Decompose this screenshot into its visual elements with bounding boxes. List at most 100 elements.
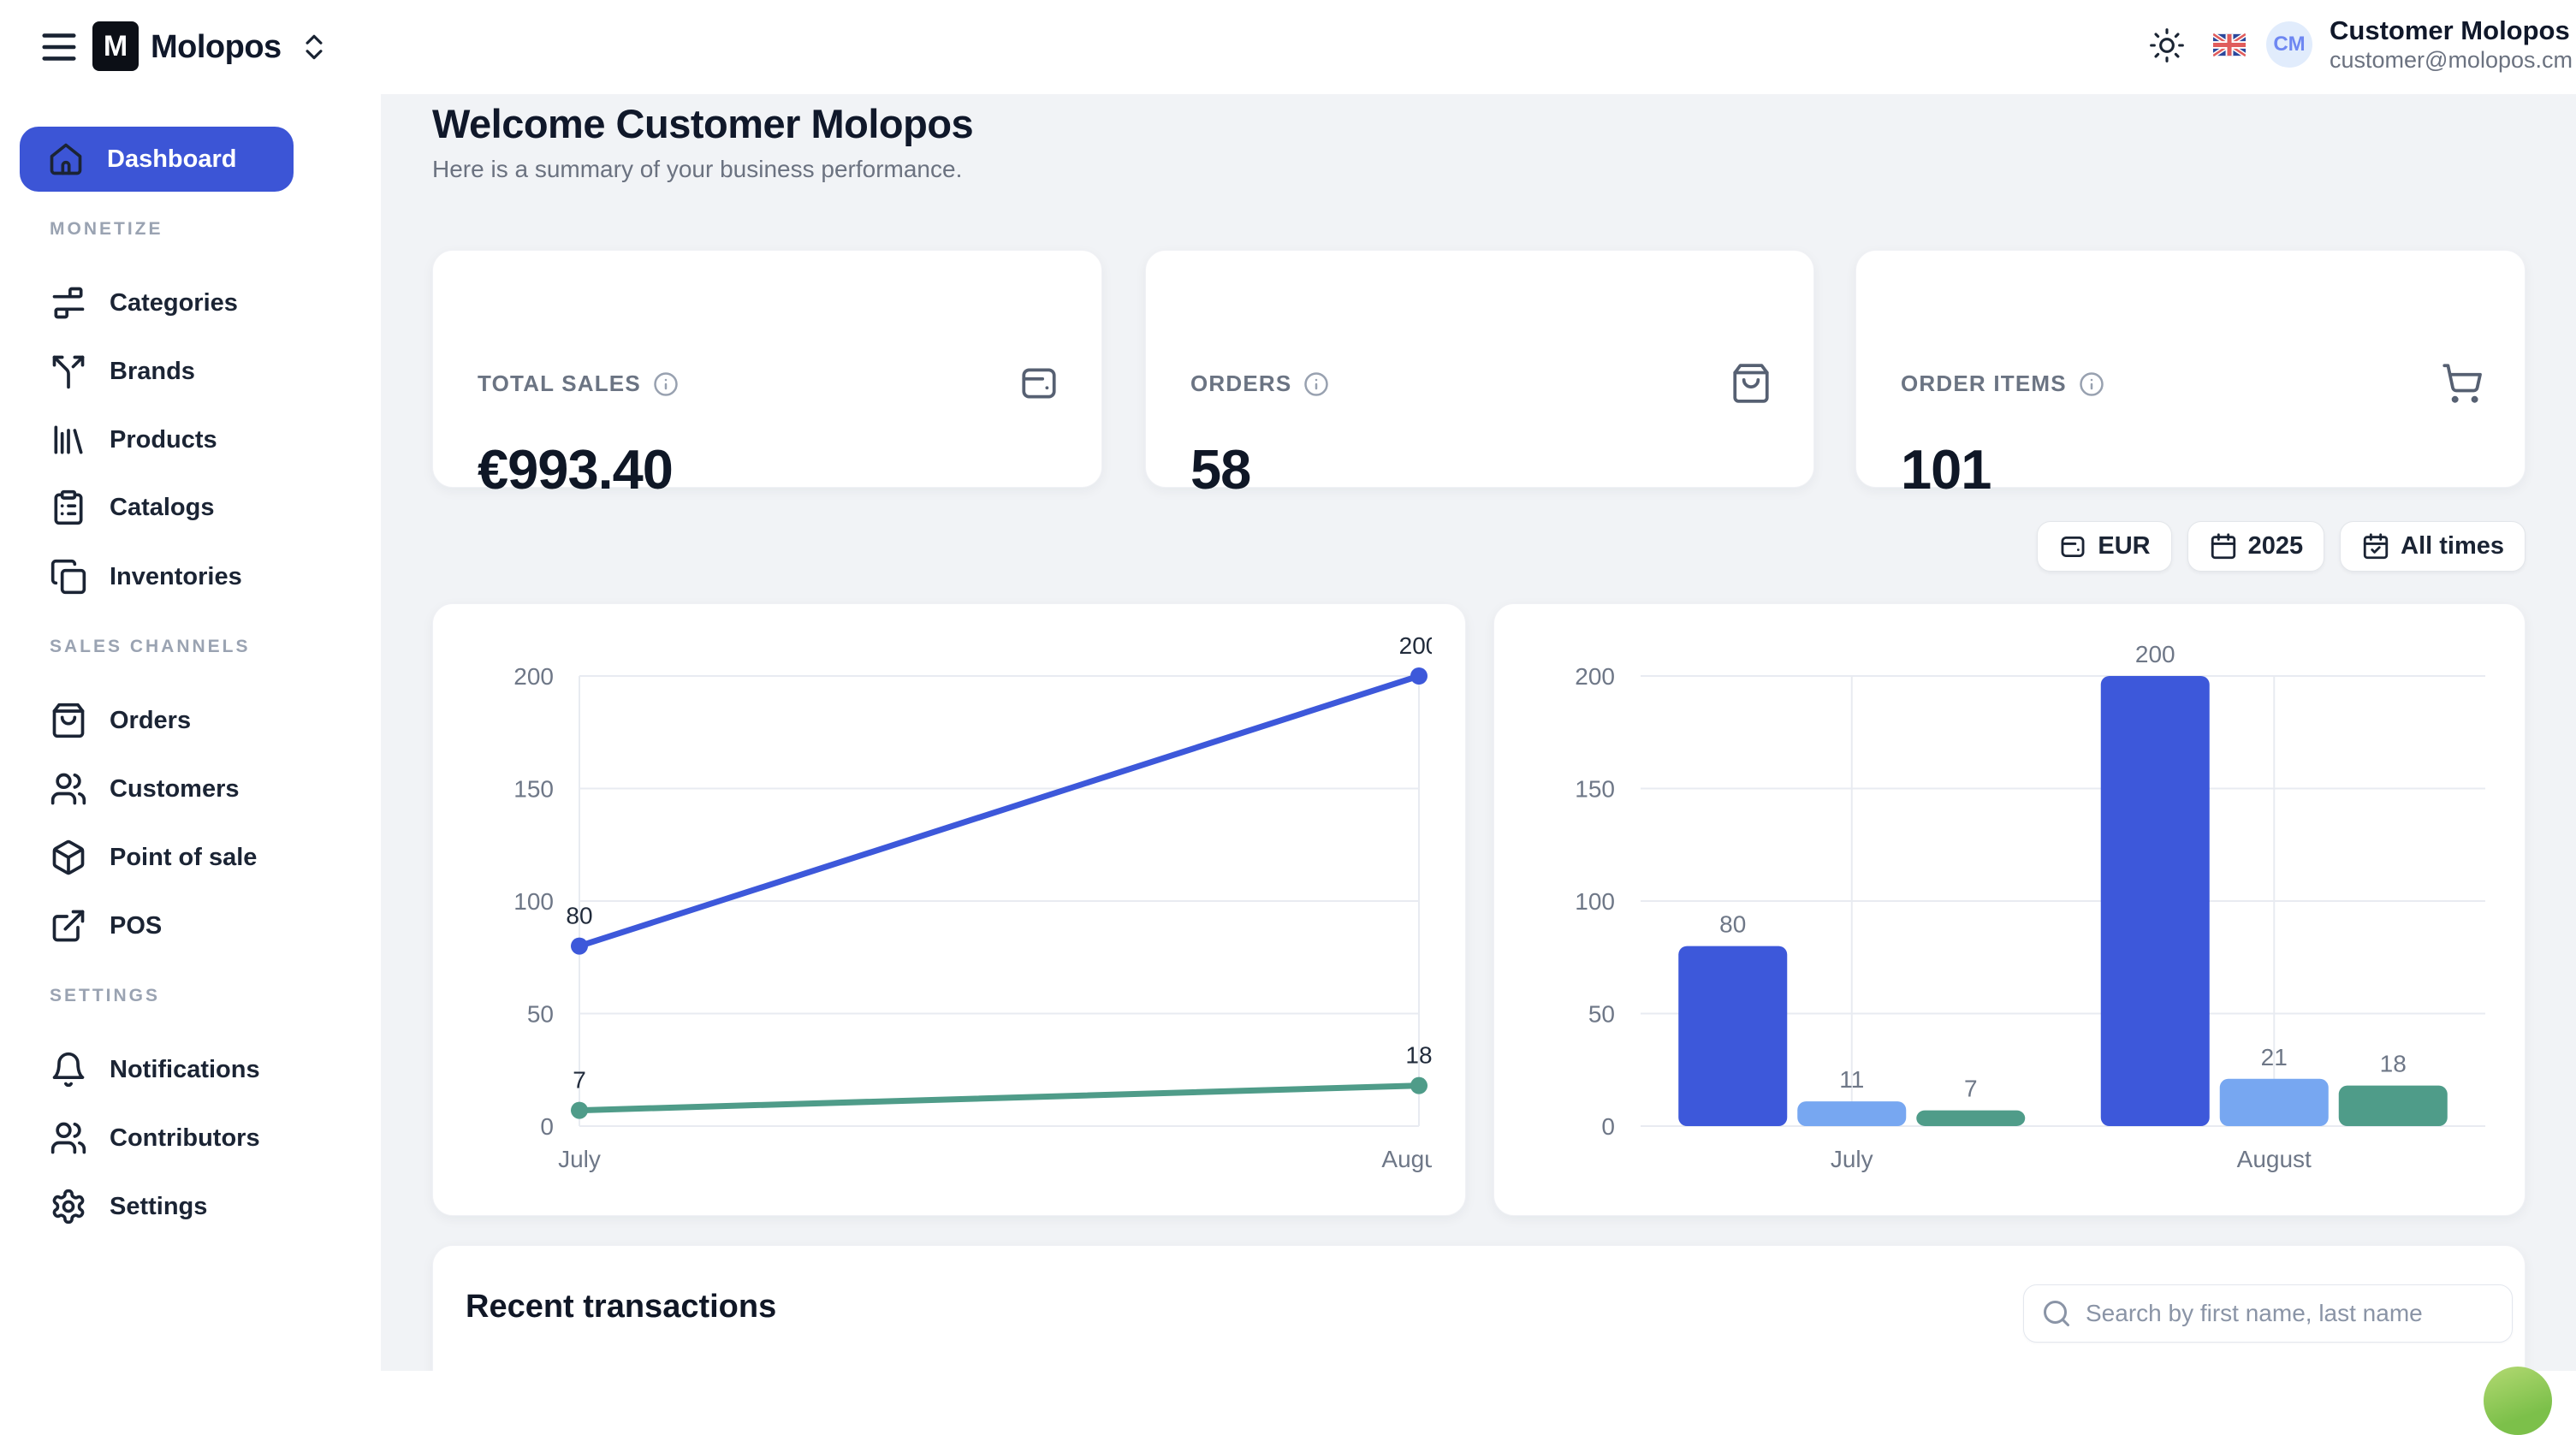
svg-text:August: August (2237, 1146, 2312, 1172)
filter-row: EUR 2025 All times (2037, 521, 2526, 572)
info-icon[interactable] (1303, 371, 1329, 397)
sidebar-item-products[interactable]: Products (0, 407, 381, 472)
gear-icon (50, 1188, 87, 1225)
menu-icon[interactable] (39, 27, 79, 67)
user-menu[interactable]: Customer Molopos customer@molopos.cm (2330, 15, 2573, 74)
wallet-icon (2058, 532, 2087, 561)
info-icon[interactable] (2079, 371, 2104, 397)
sidebar-item-settings[interactable]: Settings (0, 1174, 381, 1239)
clipboard-list-icon (50, 489, 87, 526)
sun-icon[interactable] (2148, 27, 2186, 64)
recent-transactions-card: Recent transactions (432, 1245, 2526, 1371)
stat-value: 101 (1901, 438, 1991, 501)
search-input[interactable] (2084, 1299, 2495, 1328)
split-arrow-icon (50, 353, 87, 390)
sidebar-item-label: Catalogs (110, 493, 215, 521)
sidebar-item-label: Notifications (110, 1055, 260, 1083)
avatar[interactable]: CM (2266, 21, 2312, 68)
package-icon (50, 839, 87, 876)
calendar-check-icon (2361, 532, 2390, 561)
currency-filter-button[interactable]: EUR (2037, 521, 2172, 572)
svg-text:50: 50 (527, 1001, 554, 1028)
shopping-bag-icon (50, 702, 87, 739)
brand-name: Molopos (151, 29, 282, 65)
svg-text:200: 200 (513, 663, 554, 690)
chevrons-up-down-icon[interactable] (298, 31, 330, 63)
sidebar-item-customers[interactable]: Customers (0, 756, 381, 821)
svg-text:18: 18 (1405, 1042, 1432, 1069)
user-name: Customer Molopos (2330, 15, 2570, 45)
stat-label: ORDERS (1190, 371, 1292, 396)
svg-text:21: 21 (2261, 1044, 2288, 1070)
svg-text:150: 150 (513, 776, 554, 803)
svg-text:200: 200 (1399, 632, 1432, 659)
info-icon[interactable] (653, 371, 679, 397)
stat-card-order-items: ORDER ITEMS 101 (1855, 250, 2526, 501)
svg-text:100: 100 (513, 888, 554, 915)
main-content: Welcome Customer Molopos Here is a summa… (381, 94, 2576, 1371)
svg-text:80: 80 (1719, 911, 1746, 938)
svg-text:July: July (1831, 1146, 1873, 1172)
shopping-bag-icon (1730, 362, 1772, 405)
svg-text:200: 200 (2135, 641, 2175, 667)
filter-label: EUR (2098, 532, 2151, 560)
library-icon (50, 421, 87, 459)
sidebar-item-label: Customers (110, 774, 240, 803)
stat-card-orders: ORDERS 58 (1145, 250, 1814, 501)
stat-value: 58 (1190, 438, 1251, 501)
uk-flag-icon[interactable] (2213, 32, 2246, 58)
copy-icon (50, 558, 87, 596)
line-chart-card: 0 50 100 150 200 July August 80 200 7 18 (432, 603, 1466, 1216)
svg-text:150: 150 (1575, 776, 1615, 803)
svg-text:0: 0 (1601, 1113, 1615, 1140)
sidebar-item-label: Products (110, 425, 217, 454)
year-filter-button[interactable]: 2025 (2187, 521, 2325, 572)
time-range-filter-button[interactable]: All times (2340, 521, 2526, 572)
svg-text:7: 7 (573, 1067, 586, 1094)
bell-icon (50, 1051, 87, 1088)
svg-text:7: 7 (1964, 1076, 1978, 1102)
search-icon (2044, 1301, 2069, 1326)
sidebar-item-label: Orders (110, 706, 192, 734)
users-icon (50, 770, 87, 808)
sidebar-item-inventories[interactable]: Inventories (0, 544, 381, 609)
avatar-initials: CM (2273, 33, 2306, 56)
stat-value: €993.40 (478, 438, 674, 501)
dashboard-page: { "header": { "brand": "Molopos", "brand… (0, 15, 2576, 1435)
sidebar-item-label: Categories (110, 288, 238, 317)
home-icon (47, 140, 85, 178)
line-chart: 0 50 100 150 200 July August 80 200 7 18 (433, 604, 1465, 1215)
sidebar-item-catalogs[interactable]: Catalogs (0, 475, 381, 540)
sidebar-item-categories[interactable]: Categories (0, 270, 381, 335)
recent-transactions-title: Recent transactions (466, 1289, 777, 1325)
sidebar-item-dashboard[interactable]: Dashboard (20, 127, 294, 192)
bar-chart-card: 0 50 100 150 200 July August 80 11 7 200 21 18 (1493, 603, 2526, 1216)
categories-icon (50, 284, 87, 322)
brand-logo: M (92, 21, 139, 71)
sidebar-item-point-of-sale[interactable]: Point of sale (0, 825, 381, 890)
filter-label: All times (2401, 532, 2504, 560)
svg-text:July: July (558, 1146, 601, 1172)
sidebar-item-contributors[interactable]: Contributors (0, 1106, 381, 1171)
bar-chart: 0 50 100 150 200 July August 80 11 7 200 21 18 (1494, 604, 2525, 1215)
chat-fab-button[interactable] (2484, 1367, 2552, 1435)
sidebar-item-label: Settings (110, 1192, 208, 1220)
wallet-icon (1018, 362, 1060, 405)
external-link-icon (50, 907, 87, 945)
filter-label: 2025 (2247, 532, 2304, 560)
sidebar-item-label: Point of sale (110, 843, 258, 871)
sidebar-item-label: Brands (110, 357, 195, 385)
sidebar: Dashboard MONETIZE Categories Brands Pro… (0, 94, 381, 1371)
stat-card-total-sales: TOTAL SALES €993.40 (432, 250, 1102, 501)
sidebar-item-pos[interactable]: POS (0, 893, 381, 958)
calendar-icon (2209, 532, 2238, 561)
sidebar-item-label: Inventories (110, 562, 242, 590)
sidebar-section-sales-channels: SALES CHANNELS (50, 637, 251, 656)
sidebar-item-orders[interactable]: Orders (0, 688, 381, 753)
svg-text:100: 100 (1575, 888, 1615, 915)
sidebar-item-notifications[interactable]: Notifications (0, 1037, 381, 1102)
sidebar-item-brands[interactable]: Brands (0, 339, 381, 404)
page-subtitle: Here is a summary of your business perfo… (432, 156, 963, 182)
svg-text:11: 11 (1839, 1066, 1864, 1093)
svg-text:50: 50 (1588, 1001, 1615, 1028)
